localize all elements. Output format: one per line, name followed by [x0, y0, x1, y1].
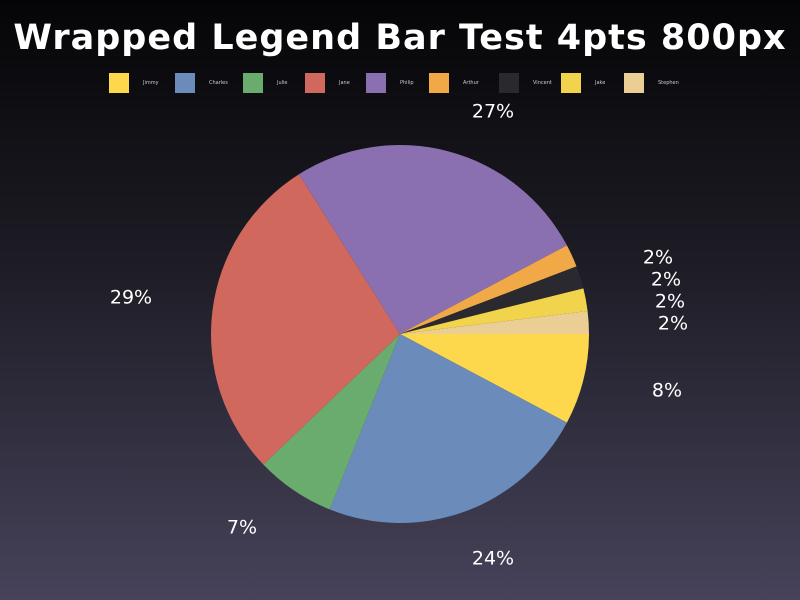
slice-percent-label: 8%: [652, 380, 682, 402]
legend-label: Stephen: [658, 80, 679, 86]
slice-percent-label: 2%: [651, 269, 681, 291]
slice-percent-label: 7%: [227, 517, 257, 539]
slice-percent-label: 29%: [110, 287, 152, 309]
slice-percent-label: 2%: [658, 313, 688, 335]
legend-swatch: [366, 73, 386, 93]
slice-percent-label: 24%: [472, 548, 514, 570]
pie-slice-philip: [298, 145, 567, 334]
pie-slice-stephen: [400, 310, 589, 334]
slice-percent-label: 2%: [643, 247, 673, 269]
legend-label: Julie: [277, 80, 288, 86]
legend-swatch: [109, 73, 129, 93]
pie-slice-jane: [211, 174, 400, 465]
legend-label: Philip: [400, 80, 414, 86]
legend-label: Jane: [339, 80, 350, 86]
legend-swatch: [305, 73, 325, 93]
pie-slice-vincent: [400, 266, 584, 334]
legend-label: Vincent: [533, 80, 552, 86]
pie-slice-julie: [263, 334, 400, 510]
chart-title: Wrapped Legend Bar Test 4pts 800px: [13, 18, 787, 58]
pie-slice-arthur: [400, 245, 577, 334]
pie-slice-jake: [400, 288, 588, 334]
legend-swatch: [561, 73, 581, 93]
slice-percent-label: 27%: [472, 101, 514, 123]
legend-label: Arthur: [463, 80, 479, 86]
legend-label: Jimmy: [143, 80, 159, 86]
pie-slice-jimmy: [400, 334, 589, 423]
legend-swatch: [243, 73, 263, 93]
legend-swatch: [429, 73, 449, 93]
legend-label: Jake: [595, 80, 606, 86]
legend-swatch: [175, 73, 195, 93]
legend-label: Charles: [209, 80, 228, 86]
legend-swatch: [624, 73, 644, 93]
pie-slice-charles: [329, 334, 567, 523]
legend: Jimmy Charles Julie Jane Philip Arthur Vincent…: [0, 73, 800, 93]
slice-percent-label: 2%: [655, 291, 685, 313]
legend-swatch: [499, 73, 519, 93]
